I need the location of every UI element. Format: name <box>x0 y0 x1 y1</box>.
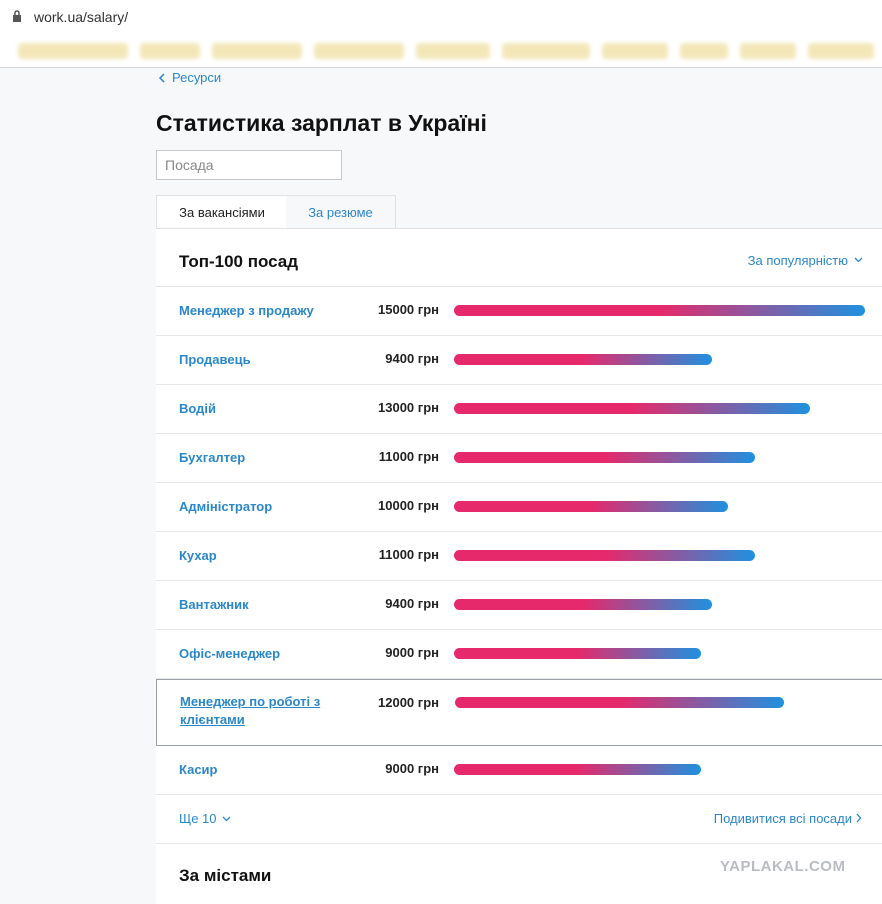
section-title: За містами <box>179 866 272 885</box>
salary-label: 12000 грн <box>378 695 439 710</box>
position-link[interactable]: Продавець <box>179 352 251 367</box>
chevron <box>856 813 862 823</box>
salary-bar <box>454 501 728 512</box>
salary-row: Касир 9000 грн <box>156 746 882 795</box>
position-link[interactable]: Адміністратор <box>179 499 273 514</box>
page-title: Статистика зарплат в Україні <box>156 110 487 136</box>
position-link[interactable]: Офіс-менеджер <box>179 646 281 661</box>
salary-bar <box>454 305 865 316</box>
content: Ресурси Статистика зарплат в Україні Пос… <box>156 68 882 904</box>
search-input[interactable]: Посада <box>156 150 342 180</box>
salary-label: 11000 грн <box>378 449 439 464</box>
watermark: YAPLAKAL.COM <box>720 858 846 875</box>
card-header: Топ-100 посад За популярністю <box>156 229 882 287</box>
lock-icon <box>13 10 21 22</box>
salary-label: 11000 грн <box>378 547 439 562</box>
position-link[interactable]: Менеджер з продажу <box>179 303 314 318</box>
salary-row: Вантажник 9400 грн <box>156 581 882 630</box>
tab[interactable]: За вакансіями <box>156 195 288 229</box>
section-title: Топ-100 посад <box>179 252 299 271</box>
bookmarks-bar <box>0 35 882 68</box>
salary-label: 9000 грн <box>385 761 439 776</box>
position-link[interactable]: Вантажник <box>179 597 249 612</box>
salary-label: 10000 грн <box>378 498 439 513</box>
salary-row: Кухар 11000 грн <box>156 532 882 581</box>
rows: Менеджер з продажу 15000 грн Продавець 9400… <box>156 287 882 795</box>
salary-bar <box>454 354 712 365</box>
salary-bar <box>454 648 701 659</box>
back-chevron <box>158 73 165 83</box>
address-bar: work.ua/salary/ <box>0 0 882 35</box>
all-positions-link[interactable]: Подивитися всі посади <box>713 811 852 826</box>
salary-label: 9400 грн <box>385 596 439 611</box>
salary-bar <box>455 697 784 708</box>
card-footer: Ще 10 Подивитися всі посади <box>156 795 882 844</box>
salary-row: Водій 13000 грн <box>156 385 882 434</box>
url[interactable]: work.ua/salary/ <box>34 9 129 25</box>
chevron <box>222 816 231 822</box>
tab[interactable]: За резюме <box>286 195 396 229</box>
more-link[interactable]: Ще 10 <box>179 811 217 826</box>
salary-row: Продавець 9400 грн <box>156 336 882 385</box>
salary-label: 13000 грн <box>378 400 439 415</box>
position-link[interactable]: Водій <box>179 401 217 416</box>
cities-section: За містами YAPLAKAL.COM <box>156 844 882 904</box>
salary-bar <box>454 550 756 561</box>
salary-label: 9000 грн <box>385 645 439 660</box>
position-link[interactable]: Менеджер по роботі з клієнтами <box>180 694 321 727</box>
salary-row: Офіс-менеджер 9000 грн <box>156 630 882 679</box>
position-link[interactable]: Кухар <box>179 548 217 563</box>
position-link[interactable]: Бухгалтер <box>179 450 246 465</box>
salary-bar <box>454 403 811 414</box>
salary-row: Адміністратор 10000 грн <box>156 483 882 532</box>
breadcrumb[interactable]: Ресурси <box>172 70 222 85</box>
salary-label: 15000 грн <box>378 302 439 317</box>
top-card: Топ-100 посад За популярністю Менеджер з… <box>156 228 882 904</box>
position-link[interactable]: Касир <box>179 762 218 777</box>
salary-row: Менеджер з продажу 15000 грн <box>156 287 882 336</box>
salary-row: Менеджер по роботі з клієнтами 12000 грн <box>156 679 882 746</box>
sort-select[interactable]: За популярністю <box>747 253 848 268</box>
salary-bar <box>454 764 701 775</box>
salary-bar <box>454 452 756 463</box>
chevron <box>854 257 863 263</box>
salary-row: Бухгалтер 11000 грн <box>156 434 882 483</box>
salary-label: 9400 грн <box>385 351 439 366</box>
salary-bar <box>454 599 712 610</box>
